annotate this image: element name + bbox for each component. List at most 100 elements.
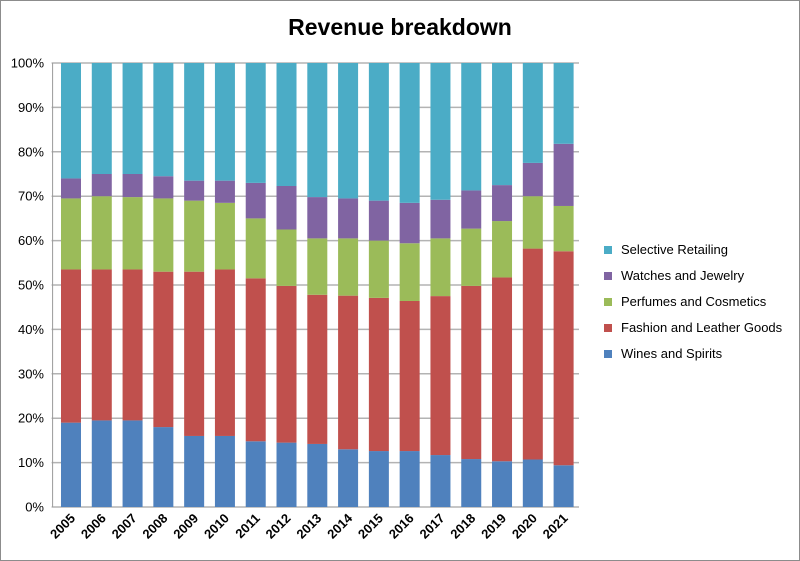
y-tick-label: 60% bbox=[18, 233, 44, 248]
bar-segment-fashion-and-leather-goods bbox=[338, 295, 359, 450]
bar-segment-fashion-and-leather-goods bbox=[461, 285, 482, 460]
x-tick-label: 2020 bbox=[509, 511, 540, 542]
bar-segment-selective-retailing bbox=[60, 63, 81, 179]
bar-segment-selective-retailing bbox=[553, 63, 574, 144]
bar-segment-fashion-and-leather-goods bbox=[522, 248, 543, 460]
bar-segment-fashion-and-leather-goods bbox=[122, 269, 143, 421]
x-tick-label: 2018 bbox=[447, 511, 478, 542]
bar-segment-watches-and-jewelry bbox=[245, 182, 266, 219]
legend-item: Wines and Spirits bbox=[604, 346, 722, 361]
bar-segment-wines-and-spirits bbox=[307, 443, 328, 507]
bar-segment-perfumes-and-cosmetics bbox=[184, 200, 205, 272]
bar-segment-perfumes-and-cosmetics bbox=[338, 238, 359, 296]
bar-segment-fashion-and-leather-goods bbox=[184, 271, 205, 436]
bar-segment-fashion-and-leather-goods bbox=[399, 300, 420, 452]
bar-segment-perfumes-and-cosmetics bbox=[245, 218, 266, 279]
legend-swatch bbox=[604, 323, 612, 332]
bar-segment-wines-and-spirits bbox=[91, 420, 112, 507]
bar-segment-selective-retailing bbox=[307, 63, 328, 198]
x-tick-label: 2009 bbox=[170, 511, 201, 542]
legend-label: Watches and Jewelry bbox=[621, 268, 745, 283]
bar-segment-watches-and-jewelry bbox=[522, 162, 543, 197]
y-tick-label: 10% bbox=[18, 455, 44, 470]
bar-segment-selective-retailing bbox=[214, 63, 235, 181]
legend-item: Fashion and Leather Goods bbox=[604, 320, 782, 335]
legend-swatch bbox=[604, 349, 612, 358]
bar-segment-perfumes-and-cosmetics bbox=[214, 202, 235, 270]
x-tick-label: 2008 bbox=[139, 511, 170, 542]
x-tick-label: 2016 bbox=[386, 511, 417, 542]
x-tick-label: 2012 bbox=[263, 511, 294, 542]
bar-segment-fashion-and-leather-goods bbox=[492, 277, 513, 462]
x-tick-label: 2015 bbox=[355, 511, 386, 542]
bar-segment-selective-retailing bbox=[91, 63, 112, 174]
bar-segment-watches-and-jewelry bbox=[399, 202, 420, 244]
bar-segment-wines-and-spirits bbox=[492, 461, 513, 507]
bar-segment-wines-and-spirits bbox=[122, 420, 143, 507]
x-tick-label: 2014 bbox=[324, 510, 356, 542]
bar-segment-perfumes-and-cosmetics bbox=[307, 238, 328, 295]
legend-item: Selective Retailing bbox=[604, 242, 728, 257]
bar-segment-watches-and-jewelry bbox=[368, 200, 389, 241]
bar-segment-selective-retailing bbox=[184, 63, 205, 181]
legend-swatch bbox=[604, 245, 612, 254]
bar-segment-perfumes-and-cosmetics bbox=[399, 243, 420, 301]
legend-label: Perfumes and Cosmetics bbox=[621, 294, 767, 309]
bar-segment-selective-retailing bbox=[399, 63, 420, 203]
bar-segment-fashion-and-leather-goods bbox=[276, 285, 297, 443]
x-tick-label: 2010 bbox=[201, 511, 232, 542]
bar-segment-perfumes-and-cosmetics bbox=[122, 197, 143, 270]
bar-segment-selective-retailing bbox=[430, 63, 451, 200]
bar-segment-perfumes-and-cosmetics bbox=[60, 198, 81, 270]
legend-swatch bbox=[604, 297, 612, 306]
legend-label: Selective Retailing bbox=[621, 242, 728, 257]
bar-segment-fashion-and-leather-goods bbox=[60, 269, 81, 423]
bar-segment-wines-and-spirits bbox=[430, 455, 451, 507]
legend-item: Perfumes and Cosmetics bbox=[604, 294, 766, 309]
y-tick-label: 0% bbox=[25, 500, 44, 515]
bar-segment-fashion-and-leather-goods bbox=[153, 271, 174, 428]
bar-segment-watches-and-jewelry bbox=[553, 143, 574, 206]
bar-segment-selective-retailing bbox=[276, 63, 297, 186]
bar-segment-watches-and-jewelry bbox=[461, 190, 482, 229]
y-tick-label: 30% bbox=[18, 366, 44, 381]
bar-segment-selective-retailing bbox=[245, 63, 266, 183]
legend-swatch bbox=[604, 271, 612, 280]
bar-segment-fashion-and-leather-goods bbox=[91, 269, 112, 421]
bar-segment-watches-and-jewelry bbox=[307, 197, 328, 239]
bar-segment-watches-and-jewelry bbox=[184, 180, 205, 201]
bar-segment-perfumes-and-cosmetics bbox=[430, 238, 451, 297]
chart-title: Revenue breakdown bbox=[288, 14, 512, 40]
x-tick-label: 2006 bbox=[78, 511, 109, 542]
y-tick-label: 100% bbox=[11, 56, 45, 71]
bar-segment-fashion-and-leather-goods bbox=[307, 294, 328, 444]
bar-segment-perfumes-and-cosmetics bbox=[368, 240, 389, 298]
bar-segment-watches-and-jewelry bbox=[153, 176, 174, 199]
bar-segment-wines-and-spirits bbox=[522, 459, 543, 507]
bar-segment-fashion-and-leather-goods bbox=[430, 296, 451, 456]
bar-segment-perfumes-and-cosmetics bbox=[91, 196, 112, 270]
bar-segment-watches-and-jewelry bbox=[60, 178, 81, 199]
bar-segment-perfumes-and-cosmetics bbox=[153, 198, 174, 272]
y-tick-label: 90% bbox=[18, 100, 44, 115]
bar-segment-wines-and-spirits bbox=[338, 449, 359, 507]
x-tick-label: 2007 bbox=[109, 511, 140, 542]
legend-item: Watches and Jewelry bbox=[604, 268, 744, 283]
bar-segment-selective-retailing bbox=[368, 63, 389, 201]
bar-segment-wines-and-spirits bbox=[553, 465, 574, 507]
x-tick-label: 2013 bbox=[293, 511, 324, 542]
bar-segment-fashion-and-leather-goods bbox=[553, 251, 574, 466]
bar-segment-wines-and-spirits bbox=[60, 422, 81, 507]
bar-segment-watches-and-jewelry bbox=[338, 198, 359, 239]
bar-segment-perfumes-and-cosmetics bbox=[276, 229, 297, 286]
bar-segment-selective-retailing bbox=[522, 63, 543, 163]
bar-segment-selective-retailing bbox=[492, 63, 513, 186]
bar-segment-perfumes-and-cosmetics bbox=[461, 228, 482, 286]
bar-segment-fashion-and-leather-goods bbox=[214, 269, 235, 436]
bar-segment-watches-and-jewelry bbox=[492, 185, 513, 222]
bar-segment-wines-and-spirits bbox=[153, 427, 174, 507]
bar-segment-selective-retailing bbox=[338, 63, 359, 199]
bar-segment-watches-and-jewelry bbox=[91, 174, 112, 197]
y-tick-label: 50% bbox=[18, 278, 44, 293]
